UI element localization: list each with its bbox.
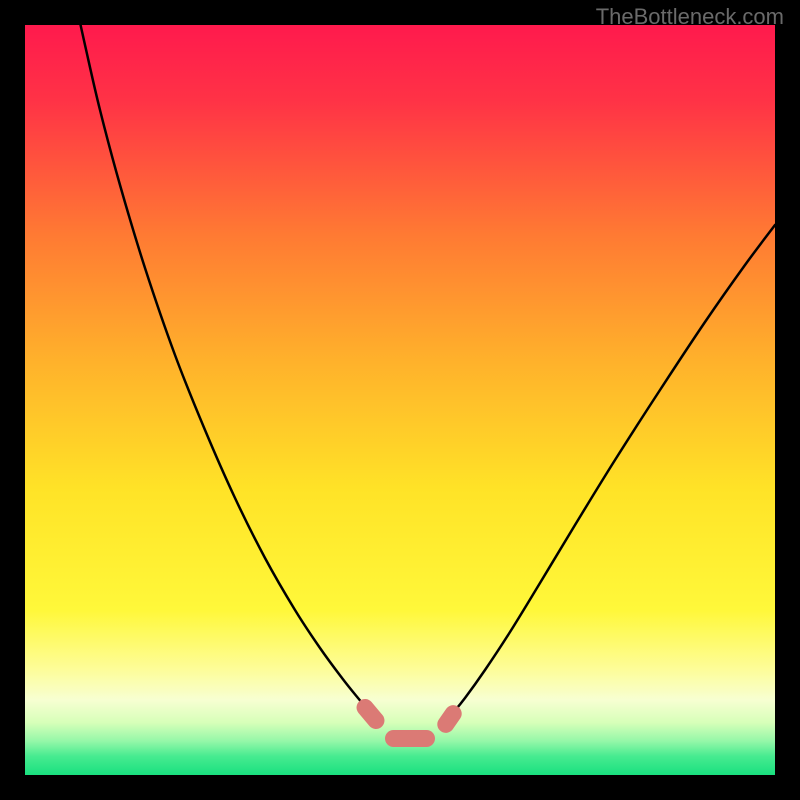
right-curve	[445, 225, 775, 722]
bottleneck-marker	[385, 730, 435, 747]
curve-layer	[0, 0, 800, 800]
left-curve	[75, 0, 376, 719]
